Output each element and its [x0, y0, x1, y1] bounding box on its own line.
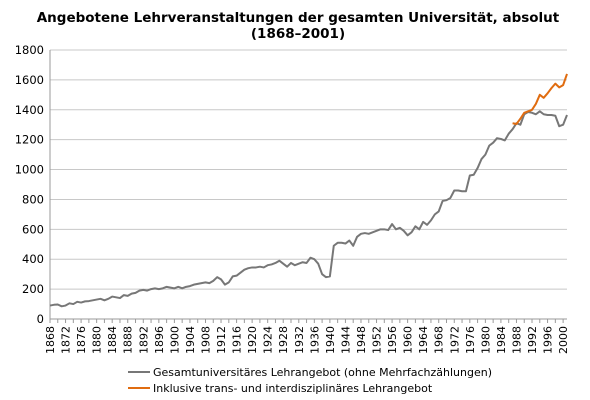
chart-title-line2: (1868–2001): [251, 26, 345, 42]
y-tick-label-400: 400: [22, 252, 44, 266]
y-tick-label-0: 0: [37, 312, 44, 326]
legend-label-gesamt: Gesamtuniversitäres Lehrangebot (ohne Me…: [153, 366, 492, 379]
chart-title-line1: Angebotene Lehrveranstaltungen der gesam…: [37, 10, 560, 26]
x-axis-ticks: 1868 1872 1876 1880 1884 1888 1892 1896 1900 1904…: [44, 326, 570, 354]
x-tick-label-1868: 1868: [44, 326, 57, 354]
x-tick-label-1996: 1996: [542, 326, 555, 354]
legend: Gesamtuniversitäres Lehrangebot (ohne Me…: [128, 366, 492, 395]
x-tick-label-1904: 1904: [184, 326, 197, 354]
series-lines: [49, 73, 568, 308]
x-tick-label-1900: 1900: [168, 326, 181, 354]
x-tick-label-1892: 1892: [137, 326, 150, 354]
x-tick-label-1964: 1964: [417, 326, 430, 354]
series-line-1: [512, 73, 568, 125]
legend-label-inklusive: Inklusive trans- und interdisziplinäres …: [153, 382, 433, 395]
x-tick-label-1872: 1872: [60, 326, 73, 354]
x-tick-label-1888: 1888: [122, 326, 135, 354]
y-axis-ticks: 0 200 400 600 800 1000 1200 1400 1600 1800: [15, 43, 44, 326]
x-tick-label-1876: 1876: [75, 326, 88, 354]
x-tick-label-1972: 1972: [448, 326, 461, 354]
y-tick-label-200: 200: [22, 282, 44, 296]
x-tick-label-1988: 1988: [510, 326, 523, 354]
y-tick-label-1000: 1000: [15, 163, 44, 177]
x-tick-label-1980: 1980: [479, 326, 492, 354]
x-tick-label-1896: 1896: [153, 326, 166, 354]
x-tick-label-1928: 1928: [277, 326, 290, 354]
x-tick-label-1968: 1968: [433, 326, 446, 354]
x-tick-label-1960: 1960: [402, 326, 415, 354]
y-tick-label-1200: 1200: [15, 133, 44, 147]
series-line-0: [49, 110, 568, 308]
grid-lines: [50, 49, 567, 290]
x-tick-label-1952: 1952: [371, 326, 384, 354]
x-tick-label-1984: 1984: [495, 326, 508, 354]
x-tick-label-1908: 1908: [199, 326, 212, 354]
y-tick-label-1600: 1600: [15, 73, 44, 87]
x-tick-label-1912: 1912: [215, 326, 228, 354]
x-tick-label-2000: 2000: [557, 326, 570, 354]
x-tick-label-1924: 1924: [262, 326, 275, 354]
y-tick-label-1400: 1400: [15, 103, 44, 117]
axes: [49, 50, 567, 323]
x-tick-label-1932: 1932: [293, 326, 306, 354]
x-tick-label-1880: 1880: [91, 326, 104, 354]
x-tick-label-1992: 1992: [526, 326, 539, 354]
x-tick-label-1940: 1940: [324, 326, 337, 354]
x-tick-label-1976: 1976: [464, 326, 477, 354]
x-tick-label-1948: 1948: [355, 326, 368, 354]
x-tick-label-1916: 1916: [231, 326, 244, 354]
x-tick-label-1920: 1920: [246, 326, 259, 354]
y-tick-label-1800: 1800: [15, 43, 44, 57]
x-tick-label-1956: 1956: [386, 326, 399, 354]
x-tick-label-1884: 1884: [106, 326, 119, 354]
x-tick-label-1936: 1936: [308, 326, 321, 354]
y-tick-label-800: 800: [22, 192, 44, 206]
x-tick-label-1944: 1944: [339, 326, 352, 354]
y-tick-label-600: 600: [22, 222, 44, 236]
